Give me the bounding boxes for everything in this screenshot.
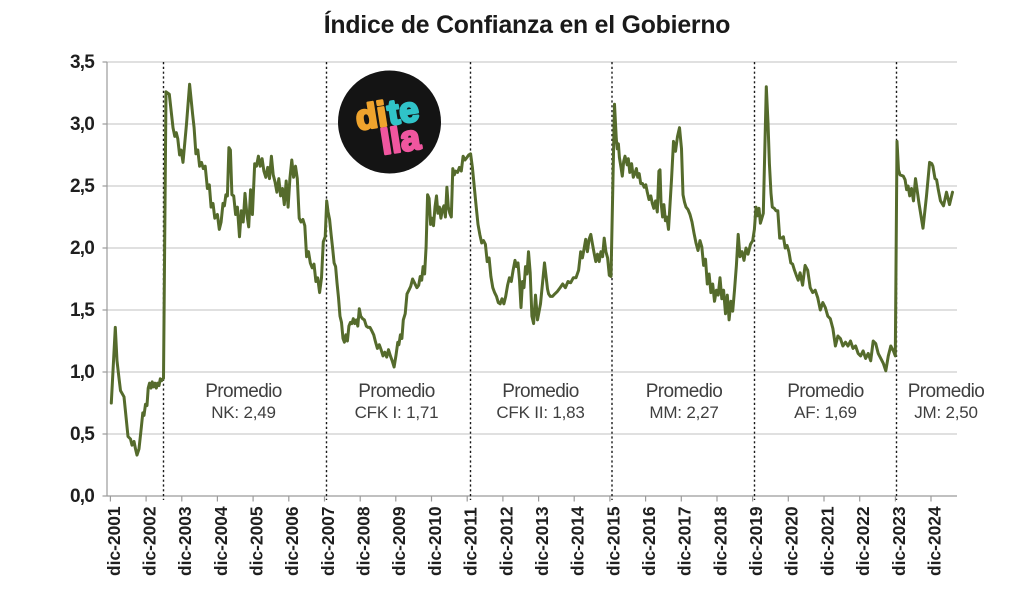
svg-text:Promedio: Promedio — [502, 381, 579, 402]
svg-text:dic-2005: dic-2005 — [247, 506, 267, 576]
svg-text:dic-2015: dic-2015 — [603, 506, 623, 576]
svg-text:dic-2020: dic-2020 — [782, 506, 802, 576]
svg-text:1,0: 1,0 — [70, 362, 94, 383]
svg-text:Promedio: Promedio — [358, 381, 435, 402]
svg-text:dic-2019: dic-2019 — [746, 506, 766, 576]
svg-text:JM: 2,50: JM: 2,50 — [914, 403, 978, 422]
svg-text:2,5: 2,5 — [70, 176, 95, 197]
svg-text:dic-2021: dic-2021 — [817, 506, 837, 576]
svg-text:dic-2004: dic-2004 — [211, 506, 231, 576]
svg-text:dic-2006: dic-2006 — [282, 506, 302, 576]
svg-text:dic-2014: dic-2014 — [568, 506, 588, 576]
svg-text:3,0: 3,0 — [70, 114, 94, 135]
svg-text:dic-2003: dic-2003 — [175, 506, 195, 576]
svg-text:CFK II: 1,83: CFK II: 1,83 — [496, 403, 584, 422]
svg-text:CFK I: 1,71: CFK I: 1,71 — [355, 403, 439, 422]
svg-text:dic-2016: dic-2016 — [639, 506, 659, 576]
svg-text:dic-2007: dic-2007 — [318, 506, 338, 576]
svg-text:dic-2010: dic-2010 — [425, 506, 445, 576]
svg-text:NK: 2,49: NK: 2,49 — [211, 403, 276, 422]
svg-text:dic-2011: dic-2011 — [461, 507, 481, 576]
svg-text:Promedio: Promedio — [908, 381, 985, 402]
svg-text:dic-2001: dic-2001 — [104, 506, 124, 576]
svg-text:dic-2017: dic-2017 — [675, 506, 695, 576]
svg-text:MM: 2,27: MM: 2,27 — [649, 403, 718, 422]
svg-text:dic-2002: dic-2002 — [140, 506, 160, 576]
svg-text:dic-2023: dic-2023 — [889, 506, 909, 576]
svg-text:3,5: 3,5 — [70, 52, 95, 73]
svg-text:dic-2022: dic-2022 — [853, 506, 873, 576]
svg-text:Promedio: Promedio — [646, 381, 723, 402]
svg-text:1,5: 1,5 — [70, 300, 95, 321]
svg-text:dic-2009: dic-2009 — [389, 506, 409, 576]
svg-text:AF: 1,69: AF: 1,69 — [794, 403, 857, 422]
svg-text:lla: lla — [378, 118, 423, 163]
svg-text:dic-2013: dic-2013 — [532, 506, 552, 576]
svg-text:dic-2018: dic-2018 — [710, 506, 730, 576]
svg-text:dic-2008: dic-2008 — [354, 506, 374, 576]
svg-text:Índice de Confianza en el Gobi: Índice de Confianza en el Gobierno — [324, 11, 731, 39]
svg-text:Promedio: Promedio — [205, 381, 282, 402]
svg-text:dic-2012: dic-2012 — [496, 506, 516, 576]
svg-text:dic-2024: dic-2024 — [924, 506, 944, 576]
svg-text:0,5: 0,5 — [70, 424, 95, 445]
svg-text:dite: dite — [353, 90, 422, 138]
svg-text:0,0: 0,0 — [70, 486, 94, 507]
svg-text:Promedio: Promedio — [787, 381, 864, 402]
svg-text:2,0: 2,0 — [70, 238, 94, 259]
